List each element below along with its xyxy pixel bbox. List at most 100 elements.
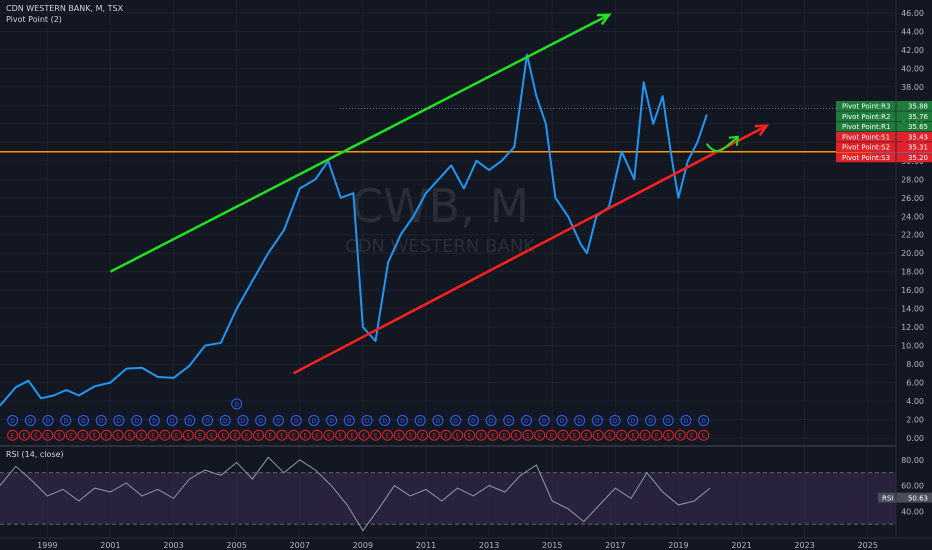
dividend-marker[interactable] xyxy=(538,414,550,426)
earnings-marker[interactable] xyxy=(229,429,241,441)
dividend-marker[interactable] xyxy=(231,398,243,410)
earnings-marker[interactable] xyxy=(124,429,136,441)
dividend-marker[interactable] xyxy=(24,414,36,426)
event-markers[interactable]: D D D D D D D D D D D D D D D D D D D D D D D D D D D D D D D D D D D D D D D D… xyxy=(7,398,710,441)
earnings-marker[interactable] xyxy=(171,429,183,441)
earnings-marker[interactable] xyxy=(463,429,475,441)
earnings-marker[interactable] xyxy=(627,429,639,441)
earnings-marker[interactable] xyxy=(18,429,30,441)
earnings-marker[interactable] xyxy=(159,429,171,441)
dividend-marker[interactable] xyxy=(591,414,603,426)
earnings-marker[interactable] xyxy=(686,429,698,441)
earnings-marker[interactable] xyxy=(112,429,124,441)
earnings-marker[interactable] xyxy=(545,429,557,441)
dividend-marker[interactable] xyxy=(237,414,249,426)
earnings-marker[interactable] xyxy=(510,429,522,441)
trendlines[interactable] xyxy=(109,13,770,375)
earnings-marker[interactable] xyxy=(381,429,393,441)
earnings-marker[interactable] xyxy=(147,429,159,441)
earnings-marker[interactable] xyxy=(182,429,194,441)
dividend-marker[interactable] xyxy=(113,414,125,426)
earnings-marker[interactable] xyxy=(674,429,686,441)
dividend-marker[interactable] xyxy=(414,414,426,426)
earnings-marker[interactable] xyxy=(557,429,569,441)
earnings-marker[interactable] xyxy=(311,429,323,441)
earnings-marker[interactable] xyxy=(65,429,77,441)
earnings-marker[interactable] xyxy=(651,429,663,441)
dividend-marker[interactable] xyxy=(77,414,89,426)
dividend-marker[interactable] xyxy=(556,414,568,426)
earnings-marker[interactable] xyxy=(135,429,147,441)
dividend-marker[interactable] xyxy=(450,414,462,426)
earnings-marker[interactable] xyxy=(569,429,581,441)
earnings-marker[interactable] xyxy=(440,429,452,441)
dividend-marker[interactable] xyxy=(166,414,178,426)
earnings-marker[interactable] xyxy=(42,429,54,441)
symbol-title[interactable]: CDN WESTERN BANK, M, TSX xyxy=(6,4,124,13)
dividend-marker[interactable] xyxy=(343,414,355,426)
earnings-marker[interactable] xyxy=(475,429,487,441)
earnings-marker[interactable] xyxy=(393,429,405,441)
earnings-marker[interactable] xyxy=(89,429,101,441)
dividend-marker[interactable] xyxy=(255,414,267,426)
earnings-marker[interactable] xyxy=(604,429,616,441)
earnings-marker[interactable] xyxy=(276,429,288,441)
dividend-marker[interactable] xyxy=(361,414,373,426)
earnings-marker[interactable] xyxy=(581,429,593,441)
earnings-marker[interactable] xyxy=(428,429,440,441)
dividend-marker[interactable] xyxy=(503,414,515,426)
dividend-marker[interactable] xyxy=(202,414,214,426)
dividend-marker[interactable] xyxy=(467,414,479,426)
dividend-marker[interactable] xyxy=(219,414,231,426)
dividend-marker[interactable] xyxy=(627,414,639,426)
earnings-marker[interactable] xyxy=(417,429,429,441)
earnings-marker[interactable] xyxy=(100,429,112,441)
earnings-marker[interactable] xyxy=(534,429,546,441)
earnings-marker[interactable] xyxy=(346,429,358,441)
dividend-marker[interactable] xyxy=(148,414,160,426)
earnings-marker[interactable] xyxy=(194,429,206,441)
dividend-marker[interactable] xyxy=(680,414,692,426)
dividend-marker[interactable] xyxy=(272,414,284,426)
earnings-marker[interactable] xyxy=(639,429,651,441)
earnings-marker[interactable] xyxy=(7,429,19,441)
earnings-marker[interactable] xyxy=(487,429,499,441)
earnings-marker[interactable] xyxy=(217,429,229,441)
dividend-marker[interactable] xyxy=(432,414,444,426)
earnings-marker[interactable] xyxy=(206,429,218,441)
earnings-marker[interactable] xyxy=(264,429,276,441)
earnings-marker[interactable] xyxy=(698,429,710,441)
earnings-marker[interactable] xyxy=(522,429,534,441)
earnings-marker[interactable] xyxy=(616,429,628,441)
dividend-marker[interactable] xyxy=(379,414,391,426)
dividend-marker[interactable] xyxy=(7,414,19,426)
indicator-title[interactable]: Pivot Point (2) xyxy=(6,15,62,24)
earnings-marker[interactable] xyxy=(370,429,382,441)
dividend-marker[interactable] xyxy=(396,414,408,426)
dividend-marker[interactable] xyxy=(42,414,54,426)
earnings-marker[interactable] xyxy=(452,429,464,441)
dividend-marker[interactable] xyxy=(60,414,72,426)
dividend-marker[interactable] xyxy=(131,414,143,426)
dividend-marker[interactable] xyxy=(184,414,196,426)
dividend-marker[interactable] xyxy=(520,414,532,426)
earnings-marker[interactable] xyxy=(253,429,265,441)
dividend-marker[interactable] xyxy=(698,414,710,426)
earnings-marker[interactable] xyxy=(77,429,89,441)
earnings-marker[interactable] xyxy=(405,429,417,441)
dividend-marker[interactable] xyxy=(308,414,320,426)
earnings-marker[interactable] xyxy=(288,429,300,441)
earnings-marker[interactable] xyxy=(663,429,675,441)
earnings-marker[interactable] xyxy=(299,429,311,441)
dividend-marker[interactable] xyxy=(609,414,621,426)
dividend-marker[interactable] xyxy=(662,414,674,426)
dividend-marker[interactable] xyxy=(290,414,302,426)
rsi-title[interactable]: RSI (14, close) xyxy=(6,450,64,459)
dividend-marker[interactable] xyxy=(326,414,338,426)
earnings-marker[interactable] xyxy=(241,429,253,441)
earnings-marker[interactable] xyxy=(592,429,604,441)
earnings-marker[interactable] xyxy=(335,429,347,441)
earnings-marker[interactable] xyxy=(499,429,511,441)
earnings-marker[interactable] xyxy=(358,429,370,441)
